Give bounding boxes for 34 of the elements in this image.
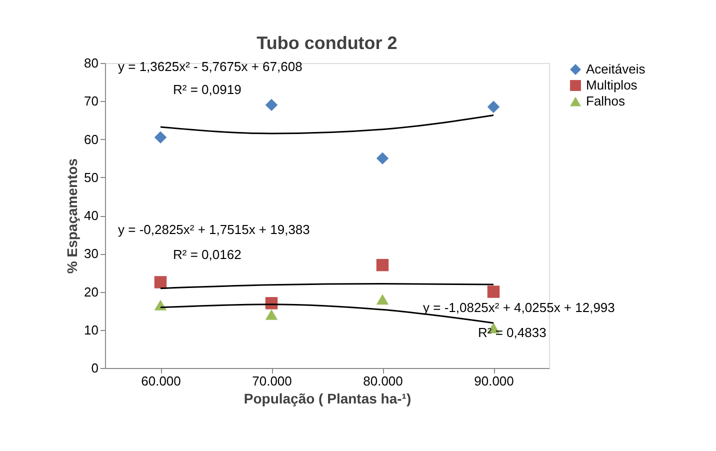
x-tick-label: 60.000 bbox=[141, 374, 181, 388]
y-tick-label: 30 bbox=[84, 246, 98, 262]
y-tick-label: 20 bbox=[84, 284, 98, 300]
x-axis-title: População ( Plantas ha-¹) bbox=[244, 390, 412, 406]
point bbox=[376, 258, 389, 272]
point bbox=[265, 98, 278, 112]
point bbox=[154, 276, 167, 288]
legend-label: Multiplos bbox=[586, 78, 638, 92]
point bbox=[487, 286, 500, 298]
point bbox=[376, 294, 389, 305]
y-tick-label: 60 bbox=[84, 132, 98, 147]
y-tick-label: 10 bbox=[84, 322, 98, 338]
y-tick-label: 0 bbox=[91, 360, 98, 376]
legend-label: Falhos bbox=[586, 94, 626, 108]
annotation: y = 1,3625x² - 5,7675x + 67,608 bbox=[118, 59, 302, 74]
annotation: R² = 0,4833 bbox=[478, 325, 546, 340]
line-series bbox=[160, 114, 494, 134]
point bbox=[265, 309, 278, 320]
y-tick-label: 40 bbox=[84, 208, 98, 223]
x-tick-label: 70.000 bbox=[252, 374, 292, 388]
y-tick-label: 70 bbox=[84, 94, 98, 109]
annotation: R² = 0,0919 bbox=[173, 82, 242, 97]
chart-title: Tubo condutor 2 bbox=[256, 33, 398, 53]
y-tick-label: 50 bbox=[84, 170, 98, 185]
point bbox=[376, 152, 389, 164]
y-tick-label: 80 bbox=[84, 56, 98, 70]
annotation: R² = 0,0162 bbox=[173, 247, 242, 262]
point bbox=[487, 100, 500, 113]
x-tick-label: 80.000 bbox=[363, 374, 403, 388]
x-tick-label: 90.000 bbox=[474, 374, 514, 388]
y-axis-title: % Espaçamentos bbox=[64, 158, 80, 274]
annotation: y = -0,2825x² + 1,7515x + 19,383 bbox=[118, 222, 310, 237]
legend-label: Aceitáveis bbox=[586, 62, 646, 76]
point bbox=[154, 131, 167, 144]
